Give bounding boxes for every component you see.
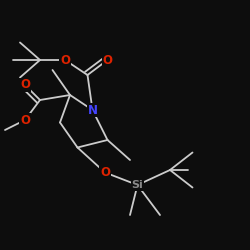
Text: O: O — [102, 54, 113, 66]
Text: O: O — [60, 54, 70, 66]
Text: Si: Si — [132, 180, 143, 190]
Text: O: O — [20, 78, 30, 92]
Text: O: O — [20, 114, 30, 126]
Text: N: N — [88, 104, 98, 117]
Text: O: O — [100, 166, 110, 179]
